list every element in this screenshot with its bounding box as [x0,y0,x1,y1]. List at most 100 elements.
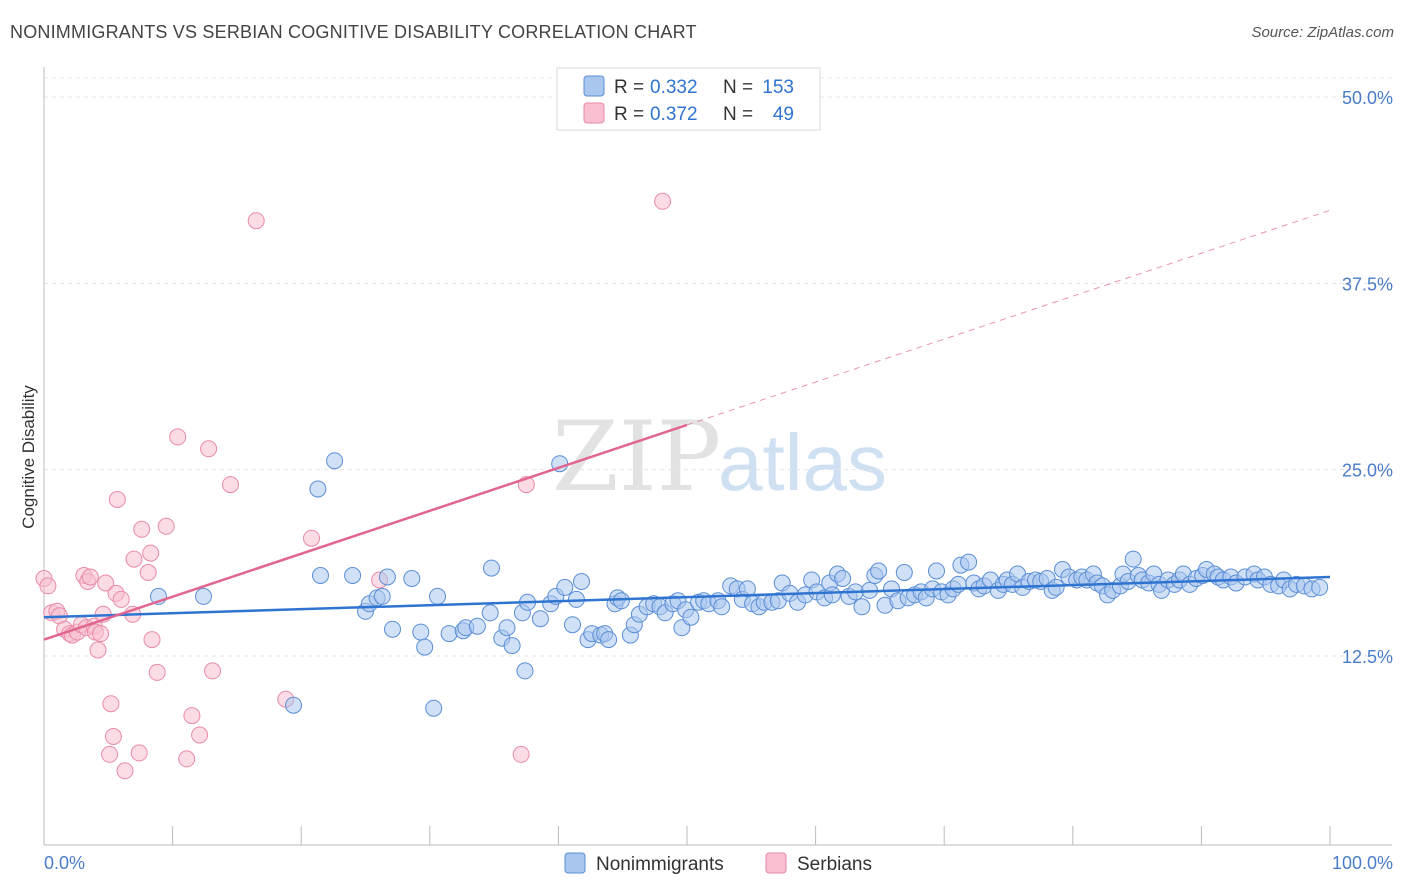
serbians-point-43 [247,212,265,230]
y-axis-label: Cognitive Disability [19,385,38,529]
nonimmigrants-point-66 [738,580,756,598]
nonimmigrants-point-17 [429,587,446,605]
serbians-point-40 [200,440,218,458]
legend-r-value-1: 0.332 [650,77,698,98]
x-tick-label-0: 0.0% [44,853,85,873]
nonimmigrants-point-23 [483,559,500,577]
nonimmigrants-point-92 [895,564,913,581]
nonimmigrants-point-21 [468,617,486,635]
nonimmigrants-point-57 [682,608,700,626]
nonimmigrants-point-62 [713,598,731,616]
legend-r-label-1: R = [614,77,644,98]
y-tick-labels: 12.5% 25.0% 37.5% 50.0% [1342,88,1393,667]
watermark-zip: ZIP [552,401,721,513]
serbians-point-13 [81,568,99,586]
nonimmigrants-point-12 [384,620,401,638]
nonimmigrants-point-85 [853,598,871,616]
legend-n-label-2: N = [723,104,753,125]
bottom-legend-label-serbians: Serbians [797,854,872,875]
nonimmigrants-point-13 [403,570,421,587]
nonimmigrants-point-34 [556,578,574,596]
serbians-point-39 [191,726,209,744]
legend-r-value-2: 0.372 [650,104,698,125]
serbians-point-49 [654,192,672,210]
serbians-point-19 [97,574,115,592]
series-legend: Nonimmigrants Serbians [564,852,872,875]
chart-title: NONIMMIGRANTS VS SERBIAN COGNITIVE DISAB… [10,22,697,42]
legend-n-label-1: N = [723,77,753,98]
serbians-trend-extension [686,209,1331,426]
serbians-point-34 [148,663,166,681]
serbians-point-24 [108,491,126,508]
serbians-point-36 [169,428,187,446]
nonimmigrants-point-98 [928,562,945,580]
nonimmigrants-point-45 [612,592,630,610]
serbians-point-30 [133,520,151,538]
nonimmigrants-point-35 [564,616,581,634]
axes [43,67,1392,846]
legend-n-value-2: 49 [773,104,794,125]
serbians-point-35 [157,517,175,535]
nonimmigrants-point-10 [373,587,391,605]
serbians-point-29 [130,744,148,762]
nonimmigrants-point-28 [516,662,534,680]
legend-swatch-serbians [583,102,605,124]
legend-swatch-nonimmigrants [583,75,605,97]
nonimmigrants-point-120 [1047,578,1065,596]
serbians-point-37 [178,750,196,768]
nonimmigrants-point-42 [600,631,618,649]
serbians-point-21 [101,745,119,763]
nonimmigrants-point-26 [503,637,521,655]
nonimmigrants-point-1 [195,587,212,605]
serbians-point-28 [125,550,143,568]
nonimmigrants-point-165 [1311,578,1329,596]
serbians-point-41 [204,662,221,680]
nonimmigrants-point-6 [344,567,362,584]
serbians-point-47 [512,745,530,763]
y-tick-label-2: 37.5% [1342,274,1393,294]
nonimmigrants-point-30 [531,610,549,628]
serbians-point-25 [112,590,130,608]
serbians-point-1 [39,577,57,595]
correlation-legend: R = 0.332 N = 153 R = 0.372 N = 49 [556,67,821,131]
y-tick-label-1: 25.0% [1342,461,1393,481]
nonimmigrants-point-3 [309,480,327,498]
y-tick-label-0: 12.5% [1342,647,1393,667]
nonimmigrants-point-104 [960,553,978,571]
nonimmigrants-point-25 [498,619,516,637]
nonimmigrants-points [150,452,1329,717]
nonimmigrants-point-37 [573,573,590,590]
nonimmigrants-point-14 [412,623,430,641]
nonimmigrants-point-15 [416,638,434,656]
bottom-legend-swatch-serbians [765,852,787,874]
nonimmigrants-point-2 [285,696,302,714]
serbians-point-16 [89,641,107,659]
y-tick-label-3: 50.0% [1342,88,1393,108]
nonimmigrants-point-11 [378,568,396,586]
nonimmigrants-point-88 [870,562,888,580]
serbians-point-31 [139,564,157,581]
nonimmigrants-trend-line [43,575,1331,619]
serbians-point-17 [92,625,110,643]
legend-n-value-1: 153 [762,77,794,98]
trend-lines [43,209,1331,641]
bottom-legend-label-nonimmigrants: Nonimmigrants [596,854,724,875]
serbians-point-38 [183,707,201,725]
x-tick-label-100: 100.0% [1332,853,1393,873]
nonimmigrants-point-5 [326,452,344,470]
nonimmigrants-point-4 [312,567,329,584]
nonimmigrants-point-134 [1124,550,1142,568]
serbians-point-22 [104,728,122,745]
nonimmigrants-point-16 [425,699,443,717]
legend-r-label-2: R = [614,104,644,125]
nonimmigrants-point-82 [834,570,852,587]
serbians-point-32 [142,544,160,562]
serbians-point-45 [303,529,320,547]
serbians-point-26 [116,762,134,780]
serbians-trend-line [43,423,688,641]
nonimmigrants-point-22 [481,604,499,622]
serbians-point-42 [222,476,239,494]
watermark-atlas: atlas [718,418,887,507]
source-label: Source: ZipAtlas.com [1251,24,1394,41]
